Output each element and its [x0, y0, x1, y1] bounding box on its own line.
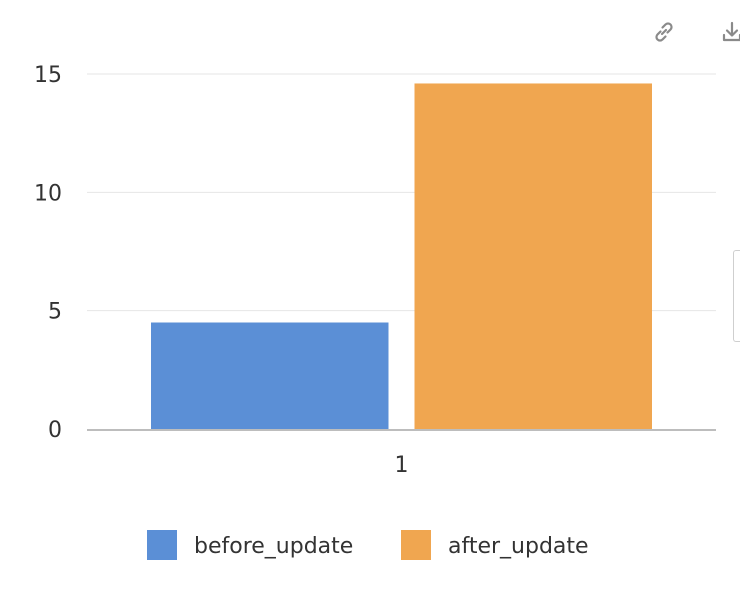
legend-swatch: [401, 530, 431, 560]
y-axis-ticks: 0 5 10 15: [34, 63, 62, 443]
legend-label: before_update: [194, 534, 353, 559]
download-icon[interactable]: [718, 18, 740, 46]
y-tick-label: 10: [34, 181, 62, 206]
legend: before_update after_update: [147, 530, 589, 560]
legend-swatch: [147, 530, 177, 560]
link-icon[interactable]: [650, 18, 678, 46]
bars: [151, 83, 652, 429]
legend-item-after-update[interactable]: after_update: [401, 530, 589, 560]
x-axis-ticks: 1: [395, 453, 409, 478]
legend-label: after_update: [448, 534, 589, 559]
y-tick-label: 15: [34, 63, 62, 88]
y-tick-label: 5: [48, 300, 62, 325]
bar-before-update[interactable]: [151, 322, 389, 430]
x-tick-label: 1: [395, 453, 409, 478]
bar-after-update[interactable]: [414, 83, 653, 429]
side-panel-handle[interactable]: [733, 250, 740, 342]
legend-item-before-update[interactable]: before_update: [147, 530, 353, 560]
y-tick-label: 0: [48, 418, 62, 443]
